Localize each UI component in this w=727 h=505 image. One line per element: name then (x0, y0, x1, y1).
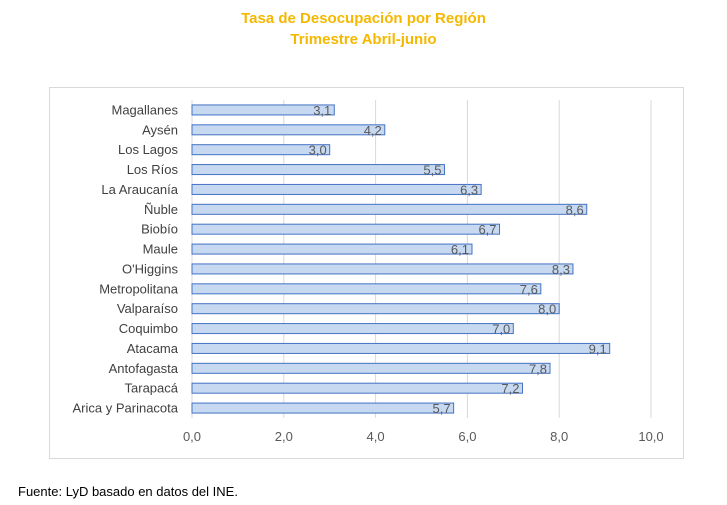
category-label: Metropolitana (99, 281, 179, 296)
category-label: Los Lagos (118, 142, 178, 157)
category-label: Tarapacá (125, 381, 179, 396)
bar (191, 263, 574, 275)
category-label: Ñuble (144, 202, 178, 217)
bar (191, 104, 335, 116)
data-label: 7,0 (492, 322, 510, 337)
data-label: 6,7 (478, 222, 496, 237)
bar (191, 124, 386, 136)
bar (191, 362, 551, 374)
chart-title-block: Tasa de Desocupación por Región Trimestr… (0, 8, 727, 50)
x-tick-label: 8,0 (550, 429, 568, 444)
chart-area-border (49, 87, 684, 459)
chart-subtitle: Trimestre Abril-junio (290, 31, 437, 48)
bar (191, 223, 501, 235)
category-label: Antofagasta (109, 361, 179, 376)
data-label: 6,1 (451, 242, 469, 257)
x-tick-label: 4,0 (367, 429, 385, 444)
data-label: 8,6 (566, 202, 584, 217)
data-label: 7,8 (529, 361, 547, 376)
data-label: 9,1 (589, 341, 607, 356)
category-label: La Araucanía (101, 182, 178, 197)
bar (191, 283, 542, 295)
category-label: Los Ríos (127, 162, 179, 177)
chart-title: Tasa de Desocupación por Región (241, 10, 486, 27)
data-label: 8,3 (552, 262, 570, 277)
category-label: Atacama (127, 341, 179, 356)
data-label: 5,5 (423, 163, 441, 178)
data-label: 3,0 (309, 143, 327, 158)
bar (191, 144, 331, 156)
x-tick-label: 2,0 (275, 429, 293, 444)
bar (191, 323, 514, 335)
x-tick-label: 6,0 (458, 429, 476, 444)
bar (191, 402, 455, 414)
category-label: Valparaíso (117, 301, 178, 316)
data-label: 7,2 (501, 381, 519, 396)
data-label: 3,1 (313, 103, 331, 118)
data-label: 8,0 (538, 302, 556, 317)
category-label: Arica y Parinacota (73, 401, 179, 416)
category-label: Biobío (141, 222, 178, 237)
bar (191, 164, 445, 176)
category-label: Coquimbo (119, 321, 178, 336)
category-label: Magallanes (112, 102, 179, 117)
bar (191, 342, 611, 354)
x-tick-label: 0,0 (183, 429, 201, 444)
category-label: Maule (143, 242, 178, 257)
x-tick-label: 10,0 (638, 429, 663, 444)
category-label: Aysén (142, 122, 178, 137)
bar (191, 203, 588, 215)
bar (191, 382, 523, 394)
data-label: 4,2 (364, 123, 382, 138)
bar (191, 243, 473, 255)
bar (191, 183, 482, 195)
source-note: Fuente: LyD basado en datos del INE. (18, 484, 238, 499)
data-label: 7,6 (520, 282, 538, 297)
bar (191, 303, 560, 315)
category-label: O'Higgins (122, 261, 178, 276)
data-label: 5,7 (433, 401, 451, 416)
data-label: 6,3 (460, 182, 478, 197)
